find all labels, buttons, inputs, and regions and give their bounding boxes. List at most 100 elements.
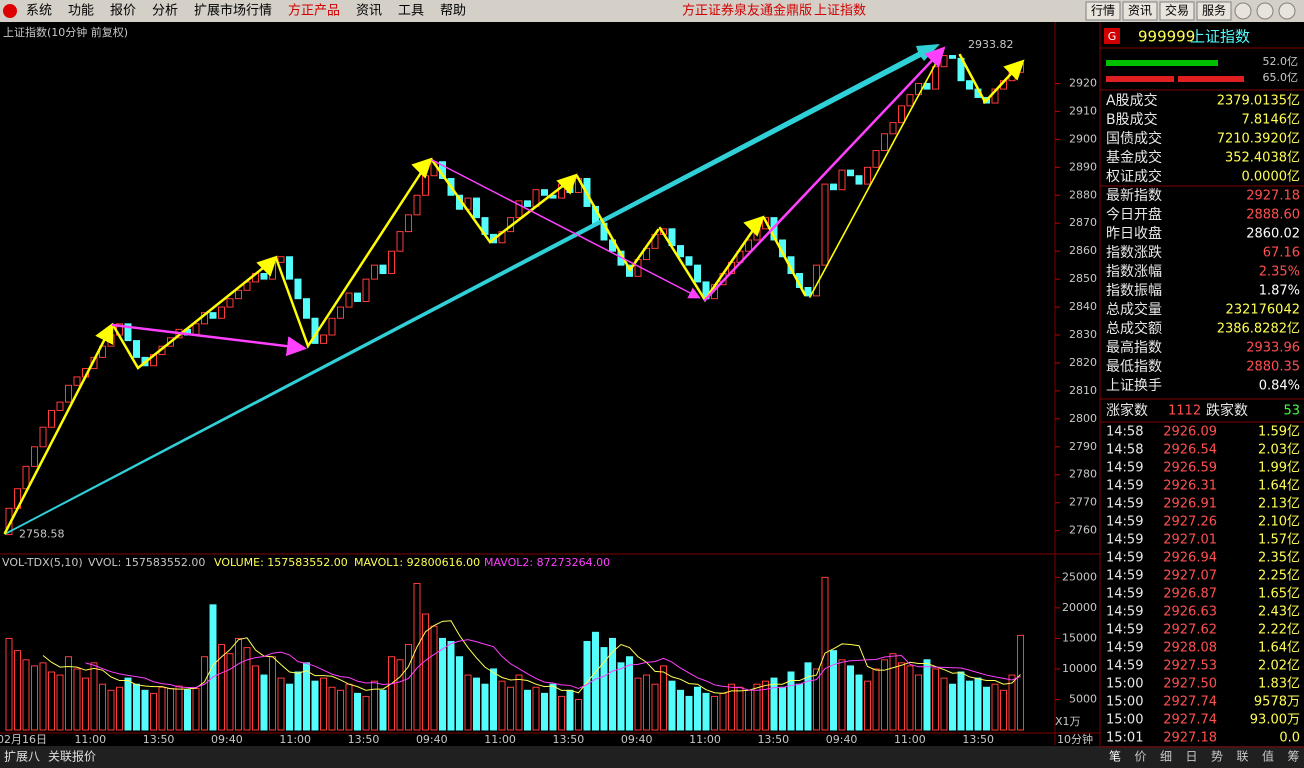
x-tick-label: 11:00 [689, 733, 721, 746]
volume-bar [915, 674, 922, 731]
workspace [0, 22, 1304, 768]
volume-bar [872, 668, 880, 731]
menu-button[interactable] [1085, 1, 1121, 21]
panel-tab[interactable]: 联 [1236, 750, 1248, 764]
stat-label: 指数涨幅 [1106, 264, 1162, 280]
volume-bar [260, 674, 268, 731]
candle [889, 122, 897, 135]
volume-bar [498, 680, 506, 731]
stat-label: 总成交额 [1106, 320, 1162, 337]
tick-time: 14:58 [1106, 425, 1143, 440]
volume-bar [889, 653, 897, 731]
y-tick-label: 2780 [1069, 468, 1097, 481]
volume-bar [14, 650, 21, 731]
stat-value: 1.87% [1259, 284, 1300, 299]
stat-label: 昨日收盘 [1106, 225, 1162, 242]
volume-bar [558, 695, 565, 731]
volume-bar [464, 674, 472, 731]
candle [65, 384, 72, 403]
tick-amount: 1.99亿 [1258, 461, 1300, 476]
volume-tick-label: 5000 [1069, 692, 1097, 705]
menu-item[interactable]: 报价 [110, 4, 136, 19]
y-tick-label: 2770 [1069, 496, 1097, 509]
candle [932, 66, 939, 90]
volume-bar [719, 692, 727, 731]
tick-amount: 2.25亿 [1258, 569, 1300, 584]
y-tick-label: 2800 [1069, 412, 1097, 425]
panel-tab[interactable]: 势 [1211, 750, 1223, 764]
menu-button-label[interactable]: 行情 [1091, 4, 1115, 18]
volume-bar [22, 659, 30, 731]
volume-bar [286, 683, 293, 731]
panel-tab[interactable]: 值 [1262, 749, 1274, 764]
menu-item[interactable]: 分析 [152, 4, 178, 19]
bar-label: 65.0亿 [1263, 71, 1299, 84]
menu-item[interactable]: 帮助 [440, 4, 466, 19]
volume-bar [422, 613, 429, 731]
y-tick-label: 2890 [1069, 160, 1097, 173]
candle [966, 80, 973, 90]
volume-bar [770, 677, 778, 731]
tick-price: 2927.74 [1163, 695, 1217, 710]
volume-bar [983, 686, 990, 731]
volume-bar [141, 689, 149, 731]
panel-tab[interactable]: 细 [1160, 750, 1172, 764]
tick-time: 14:59 [1106, 623, 1143, 638]
candle [337, 306, 344, 319]
volume-bar [855, 674, 863, 731]
menu-item[interactable]: 资讯 [356, 4, 382, 19]
menu-button[interactable] [1196, 1, 1232, 21]
menu-button[interactable] [1122, 1, 1158, 21]
menu-item[interactable]: 功能 [68, 4, 94, 19]
period-label: 10分钟 [1057, 732, 1093, 746]
volume-bar [864, 680, 871, 731]
panel-tab[interactable]: 日 [1185, 750, 1197, 764]
tick-price: 2926.91 [1163, 497, 1217, 512]
menu-button-label[interactable]: 资讯 [1128, 4, 1152, 18]
y-tick-label: 2830 [1069, 328, 1097, 341]
candle [694, 264, 701, 283]
menu-button[interactable] [1159, 1, 1195, 21]
tick-amount: 2.13亿 [1258, 497, 1300, 512]
menu-button-label[interactable]: 服务 [1202, 3, 1226, 18]
volume-bar [898, 662, 905, 731]
volume-bar [779, 686, 786, 731]
menu-item[interactable]: 方正产品 [288, 3, 340, 19]
menu-item[interactable]: 工具 [398, 4, 424, 19]
y-tick-label: 2920 [1069, 76, 1097, 89]
volume-bar [940, 677, 948, 731]
menu-item[interactable]: 扩展市场行情 [194, 3, 272, 19]
volume-bar [201, 656, 208, 731]
status-tab[interactable]: 关联报价 [48, 749, 96, 764]
candle [362, 278, 370, 302]
window-button[interactable] [1234, 2, 1252, 20]
x-tick-label: 09:40 [621, 733, 653, 746]
volume-ma [85, 639, 1021, 691]
menu-button-label[interactable]: 交易 [1165, 3, 1189, 18]
window-button[interactable] [1278, 2, 1296, 20]
candle [218, 306, 225, 319]
panel-tab[interactable]: 筹 [1287, 750, 1299, 764]
volume-bar [490, 668, 497, 731]
window-button[interactable] [1256, 2, 1274, 20]
volume-bar [439, 637, 446, 731]
tick-time: 14:59 [1106, 587, 1143, 602]
volume-legend: VOLUME: 157583552.00 [214, 556, 348, 569]
volume-legend: MAVOL1: 92800616.00 [354, 556, 480, 569]
stat-value: 232176042 [1226, 303, 1300, 318]
volume-legend: VOL-TDX(5,10) [2, 556, 83, 569]
tick-price: 2927.26 [1163, 515, 1217, 530]
fall-count: 53 [1283, 404, 1300, 419]
y-tick-label: 2760 [1069, 524, 1097, 537]
panel-tab[interactable]: 笔 [1109, 749, 1121, 764]
panel-tab[interactable]: 价 [1134, 750, 1146, 764]
tick-amount: 9578万 [1254, 695, 1300, 710]
app-title: 方正证券泉友通金鼎版 [682, 3, 812, 19]
volume-bar [430, 625, 438, 731]
menu-item[interactable]: 系统 [26, 4, 52, 19]
volume-bar [949, 683, 956, 731]
volume-bar [507, 686, 514, 731]
volume-bar [592, 631, 599, 731]
volume-bar [167, 687, 174, 731]
status-tab[interactable]: 扩展八 [4, 750, 40, 764]
